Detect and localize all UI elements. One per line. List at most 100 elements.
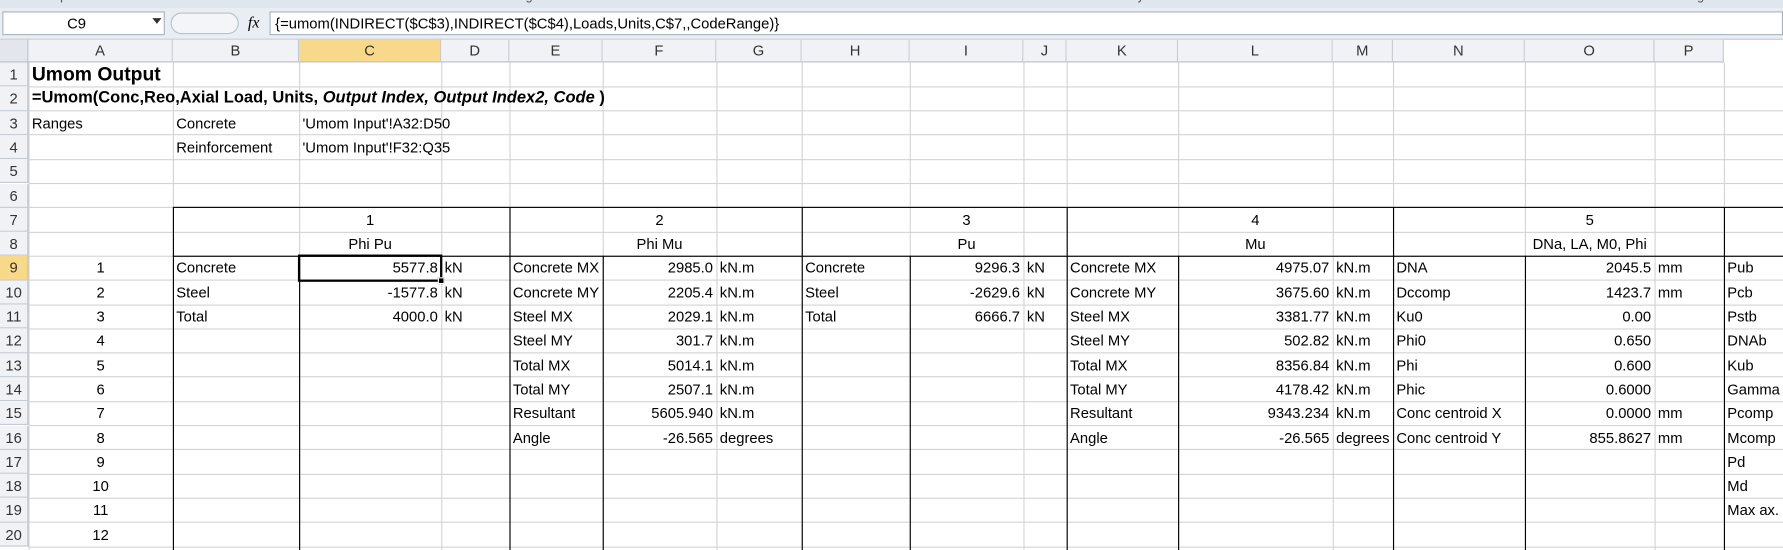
cell[interactable]: 1 (366, 211, 375, 229)
cell[interactable]: kN.m (719, 283, 755, 301)
cell[interactable]: Pcb (1727, 283, 1753, 301)
cell[interactable]: kN.m (1336, 380, 1371, 398)
cell[interactable]: kN.m (1336, 332, 1371, 350)
row-header[interactable]: 9 (0, 256, 29, 281)
column-header[interactable]: E (509, 39, 603, 63)
cell[interactable]: 'Umom Input'!F32:Q35 (302, 138, 451, 156)
cell[interactable]: Md (1727, 477, 1748, 495)
cell[interactable]: kN.m (1336, 259, 1371, 277)
column-header[interactable]: O (1524, 39, 1655, 63)
cell[interactable]: 0.600 (1614, 356, 1652, 374)
fill-handle[interactable] (437, 276, 445, 284)
row-header[interactable]: 19 (0, 498, 29, 523)
cell[interactable]: Resultant (512, 404, 576, 422)
cell[interactable]: Concrete (176, 114, 237, 132)
cell[interactable]: 10 (92, 477, 109, 495)
column-header[interactable]: I (909, 39, 1024, 63)
cell[interactable]: 5605.940 (651, 404, 713, 422)
cell[interactable]: 4000.0 (392, 307, 438, 325)
cell[interactable]: Angle (1070, 428, 1108, 447)
cell[interactable]: kN.m (719, 404, 755, 422)
select-all[interactable] (0, 39, 29, 63)
row-header[interactable]: 4 (0, 135, 29, 160)
cell[interactable]: Total MX (512, 356, 571, 374)
cell[interactable]: 9 (96, 453, 105, 471)
row-header[interactable]: 10 (0, 280, 29, 305)
cell[interactable]: 'Umom Input'!A32:D50 (302, 114, 451, 132)
column-header[interactable]: L (1178, 39, 1333, 63)
cell[interactable]: Conc centroid X (1396, 404, 1502, 422)
cell[interactable]: kN (444, 283, 463, 301)
cell[interactable]: Steel MX (1070, 307, 1131, 325)
column-header[interactable]: F (602, 39, 717, 63)
cell[interactable]: 1423.7 (1605, 283, 1652, 301)
cell[interactable]: degrees (1336, 428, 1390, 447)
cell[interactable]: kN.m (1336, 356, 1371, 374)
cell[interactable]: kN (444, 259, 463, 277)
cell[interactable]: 5 (1585, 211, 1594, 229)
column-header[interactable]: M (1332, 39, 1393, 63)
column-header[interactable]: N (1392, 39, 1525, 63)
cell[interactable]: 4975.07 (1275, 259, 1330, 277)
cell[interactable]: Steel MY (1070, 332, 1131, 350)
cell[interactable]: Conc centroid Y (1396, 428, 1502, 447)
column-header[interactable]: C (299, 39, 442, 63)
column-header[interactable]: K (1066, 39, 1179, 63)
column-header[interactable]: J (1023, 39, 1067, 63)
cell[interactable]: kN.m (719, 307, 755, 325)
row-header[interactable]: 7 (0, 207, 29, 232)
row-header[interactable]: 3 (0, 110, 29, 136)
cell[interactable]: 3 (962, 211, 971, 229)
cell[interactable]: 2205.4 (667, 283, 713, 301)
cell[interactable]: 2 (655, 211, 664, 229)
cell[interactable]: Phi Mu (636, 235, 683, 253)
row-header[interactable]: 15 (0, 401, 29, 426)
cell[interactable]: Steel (176, 283, 210, 301)
column-header[interactable]: A (28, 39, 173, 63)
cell[interactable]: kN.m (1336, 307, 1371, 325)
cell[interactable]: -2629.6 (969, 283, 1020, 301)
cell[interactable]: mm (1657, 404, 1683, 422)
column-header[interactable]: D (441, 39, 510, 63)
cell[interactable]: Phi (1396, 356, 1418, 374)
name-box[interactable]: C9 (2, 11, 165, 36)
cell[interactable]: kN (444, 307, 463, 325)
row-header[interactable]: 8 (0, 231, 29, 257)
cell[interactable]: mm (1657, 428, 1683, 447)
cell[interactable]: Pd (1727, 453, 1746, 471)
cell[interactable]: 2 (96, 283, 105, 301)
cell[interactable]: 3 (96, 307, 105, 325)
row-header[interactable]: 11 (0, 304, 29, 329)
row-header[interactable]: 16 (0, 425, 29, 450)
cell[interactable]: kN.m (719, 380, 755, 398)
cell[interactable]: kN.m (1336, 404, 1371, 422)
cell[interactable]: Concrete MX (1070, 259, 1157, 277)
name-box-arrow[interactable] (152, 18, 162, 24)
cell[interactable]: Concrete (805, 259, 866, 277)
cell[interactable]: -26.565 (662, 428, 713, 447)
cell[interactable]: 3675.60 (1275, 283, 1330, 301)
cell[interactable]: Pstb (1727, 307, 1757, 325)
cell[interactable]: kN (1026, 283, 1045, 301)
cell[interactable]: kN (1026, 259, 1045, 277)
row-header[interactable]: 18 (0, 473, 29, 499)
cell[interactable]: Pu (957, 235, 976, 253)
cell[interactable]: Steel MX (512, 307, 573, 325)
formula-input[interactable]: {=umom(INDIRECT($C$3),INDIRECT($C$4),Loa… (269, 11, 1783, 36)
cell[interactable]: Mcomp (1727, 428, 1776, 447)
cell[interactable]: 9296.3 (974, 259, 1020, 277)
cell[interactable]: -26.565 (1279, 428, 1330, 447)
cell[interactable]: kN.m (719, 259, 755, 277)
cell[interactable]: Total (176, 307, 208, 325)
cell[interactable]: 2507.1 (667, 380, 713, 398)
cell[interactable]: =Umom(Conc,Reo,Axial Load, Units, Output… (28, 87, 1783, 111)
cell[interactable]: 4 (96, 332, 105, 350)
cell[interactable]: 4 (1251, 211, 1260, 229)
row-header[interactable]: 20 (0, 522, 29, 547)
row-header[interactable]: 12 (0, 328, 29, 353)
cell[interactable]: Umom Output (31, 63, 161, 86)
cell[interactable]: degrees (719, 428, 774, 447)
cell[interactable]: 6666.7 (974, 307, 1020, 325)
cell[interactable]: 4178.42 (1275, 380, 1330, 398)
cell[interactable]: Reinforcement (176, 138, 273, 156)
